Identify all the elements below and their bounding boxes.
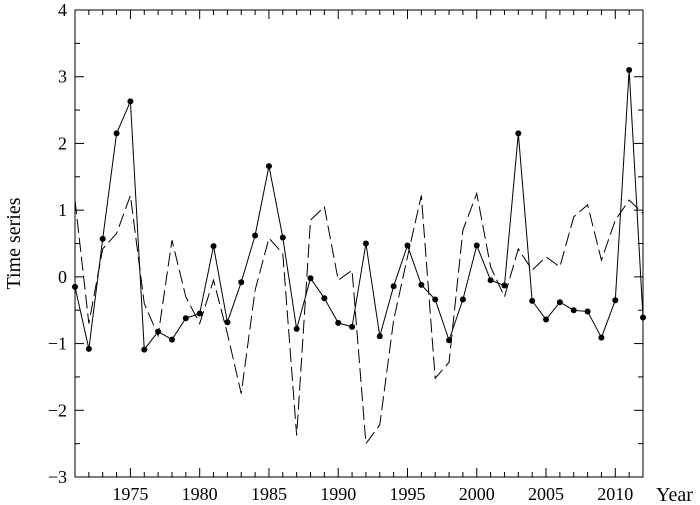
x-tick-label: 1995: [389, 484, 425, 504]
data-point: [459, 296, 466, 303]
y-tick-label: −3: [48, 467, 67, 487]
y-tick-labels: −3 −2 −1 0 1 2 3 4: [48, 0, 67, 487]
y-tick-label: 2: [58, 133, 67, 153]
series-lines: [74, 70, 644, 446]
data-point: [155, 328, 162, 335]
data-point: [335, 319, 342, 326]
y-tick-label: −2: [48, 400, 67, 420]
data-point: [487, 277, 494, 284]
data-point: [99, 235, 106, 242]
data-point: [349, 323, 356, 330]
data-point: [376, 333, 383, 340]
x-tick-label: 2000: [459, 484, 495, 504]
y-tick-label: 1: [58, 200, 67, 220]
data-point: [265, 163, 272, 170]
data-point: [113, 130, 120, 137]
data-point: [570, 307, 577, 314]
y-tick-label: 0: [58, 267, 67, 287]
data-point: [404, 242, 411, 249]
dashed-series-line: [74, 191, 644, 446]
data-point: [141, 346, 148, 353]
data-point: [362, 240, 369, 247]
data-point: [556, 299, 563, 306]
series-points: [72, 67, 646, 353]
data-point: [529, 297, 536, 304]
data-point: [279, 234, 286, 241]
plot-frame: [74, 9, 644, 478]
data-point: [293, 325, 300, 332]
axis-ticks: [74, 9, 644, 478]
data-point: [238, 279, 245, 286]
data-point: [390, 283, 397, 290]
x-tick-label: 1985: [251, 484, 287, 504]
data-point: [543, 316, 550, 323]
y-tick-label: 4: [58, 0, 67, 20]
x-tick-label: 2005: [528, 484, 564, 504]
x-tick-label: 1980: [182, 484, 218, 504]
data-point: [182, 315, 189, 322]
x-tick-labels: 1975 1980 1985 1990 1995 2000 2005 2010: [112, 484, 633, 504]
x-axis-title: Year: [656, 484, 693, 505]
data-point: [501, 282, 508, 289]
data-point: [321, 295, 328, 302]
y-axis-title: Time series: [3, 197, 25, 289]
x-tick-label: 1975: [112, 484, 148, 504]
data-point: [210, 243, 217, 250]
data-point: [446, 337, 453, 344]
solid-series-line: [74, 70, 644, 351]
data-point: [252, 232, 259, 239]
data-point: [196, 310, 203, 317]
data-point: [515, 130, 522, 137]
data-point: [626, 67, 633, 74]
data-point: [584, 308, 591, 315]
data-point: [473, 242, 480, 249]
data-point: [168, 336, 175, 343]
data-point: [224, 319, 231, 326]
x-tick-label: 2010: [597, 484, 633, 504]
data-point: [307, 275, 314, 282]
data-point: [612, 297, 619, 304]
x-tick-label: 1990: [320, 484, 356, 504]
data-point: [418, 281, 425, 288]
data-point: [85, 345, 92, 352]
y-tick-label: 3: [58, 67, 67, 87]
data-point: [432, 296, 439, 303]
data-point: [127, 98, 134, 105]
y-tick-label: −1: [48, 334, 67, 354]
data-point: [598, 334, 605, 341]
